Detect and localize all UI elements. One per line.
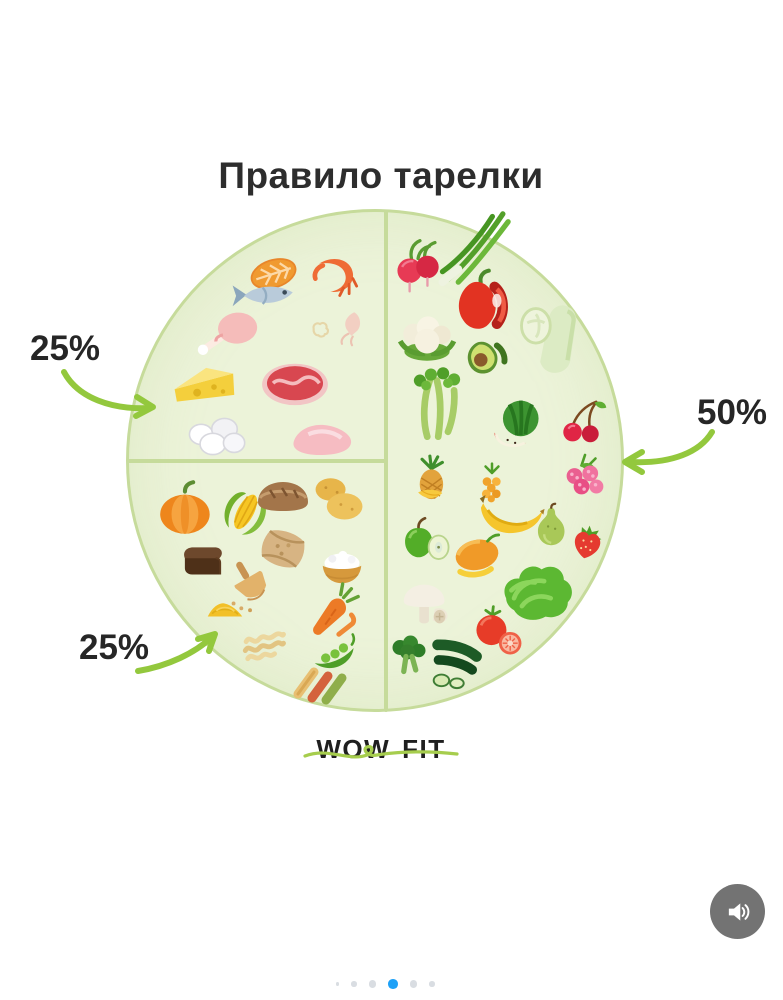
carousel-dot bbox=[335, 982, 339, 986]
logo-word-1: WOW bbox=[316, 734, 391, 764]
speaker-icon bbox=[728, 902, 749, 921]
logo-word-2: FIT bbox=[402, 734, 446, 764]
protein-percent-label: 25% bbox=[30, 329, 101, 368]
carousel-dot-active bbox=[388, 979, 398, 989]
carousel-dot bbox=[429, 981, 435, 987]
mute-toggle-button[interactable] bbox=[710, 884, 765, 939]
plate bbox=[126, 209, 624, 712]
carousel-dot bbox=[368, 980, 376, 988]
vegfruit-percent-label: 50% bbox=[697, 393, 768, 432]
arrow-to-vegfruit-section bbox=[622, 429, 715, 475]
page-title: Правило тарелки bbox=[218, 155, 544, 196]
carousel-dot bbox=[351, 981, 357, 987]
brand-logo: WOW FIT bbox=[0, 734, 762, 765]
carousel-dot bbox=[409, 980, 417, 988]
logo-swoosh-icon bbox=[303, 745, 459, 759]
carbs-percent-label: 25% bbox=[79, 628, 150, 667]
carousel-pagination bbox=[0, 979, 770, 989]
